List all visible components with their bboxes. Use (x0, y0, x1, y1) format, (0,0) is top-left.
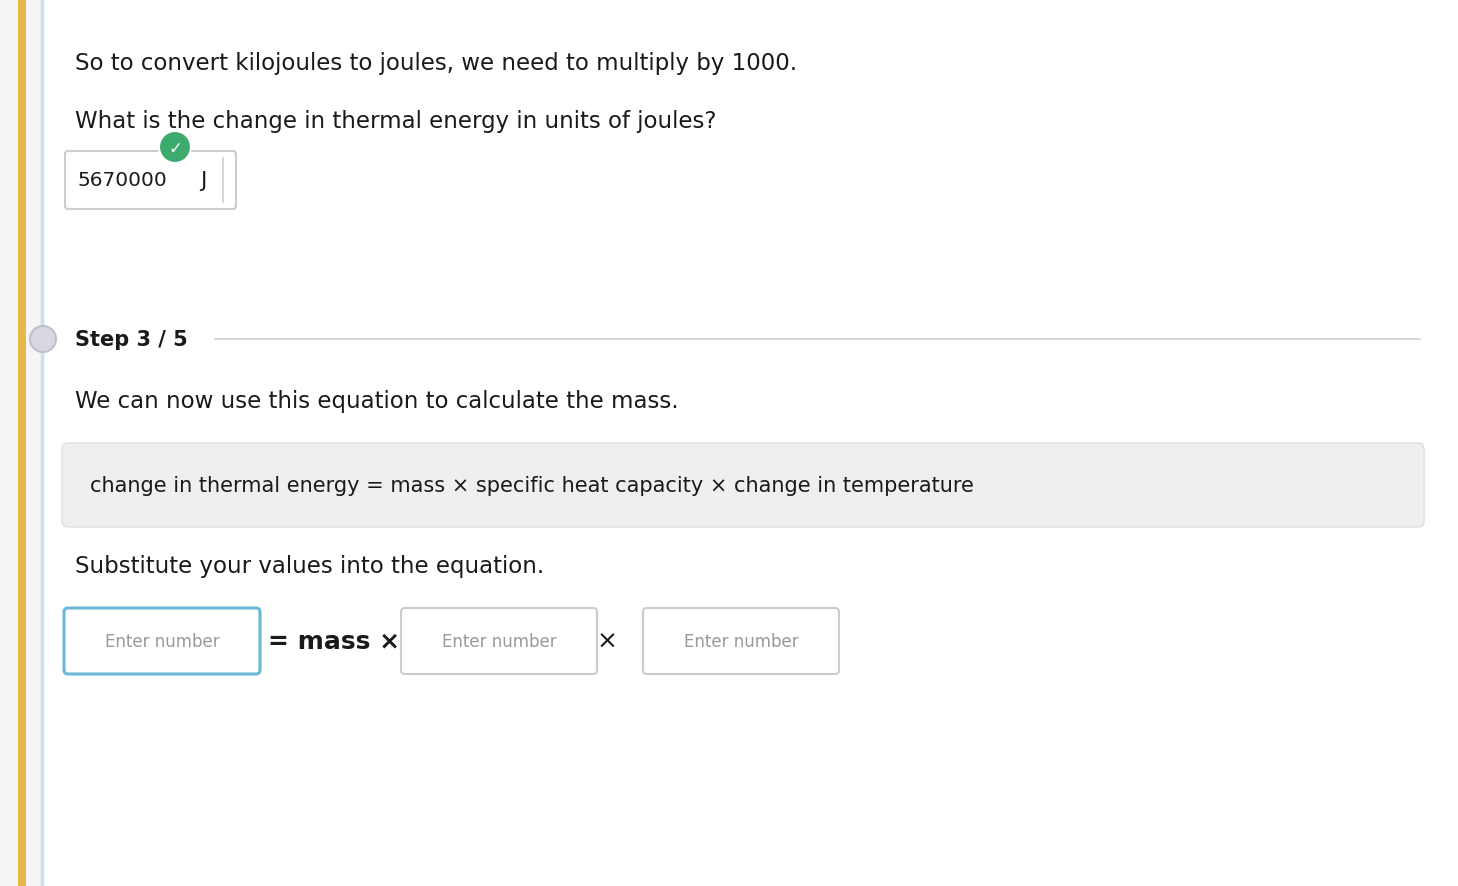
Text: Enter number: Enter number (105, 633, 219, 650)
Circle shape (159, 132, 191, 164)
Text: change in thermal energy = mass × specific heat capacity × change in temperature: change in thermal energy = mass × specif… (90, 476, 974, 495)
Text: We can now use this equation to calculate the mass.: We can now use this equation to calculat… (74, 390, 678, 413)
Text: Enter number: Enter number (684, 633, 799, 650)
FancyBboxPatch shape (64, 609, 260, 674)
FancyBboxPatch shape (66, 152, 236, 210)
Text: Enter number: Enter number (442, 633, 557, 650)
Text: Step 3 / 5: Step 3 / 5 (74, 330, 188, 350)
FancyBboxPatch shape (643, 609, 838, 674)
Text: ×: × (596, 629, 618, 653)
Text: J: J (200, 171, 207, 190)
Text: Substitute your values into the equation.: Substitute your values into the equation… (74, 555, 544, 578)
FancyBboxPatch shape (401, 609, 596, 674)
Text: 5670000: 5670000 (77, 171, 168, 190)
Text: ✓: ✓ (168, 140, 182, 158)
FancyBboxPatch shape (63, 444, 1424, 527)
FancyBboxPatch shape (17, 0, 26, 886)
FancyBboxPatch shape (42, 0, 1458, 886)
Text: So to convert kilojoules to joules, we need to multiply by 1000.: So to convert kilojoules to joules, we n… (74, 52, 798, 75)
Text: = mass ×: = mass × (268, 629, 399, 653)
Text: What is the change in thermal energy in units of joules?: What is the change in thermal energy in … (74, 110, 716, 133)
Circle shape (31, 327, 55, 353)
